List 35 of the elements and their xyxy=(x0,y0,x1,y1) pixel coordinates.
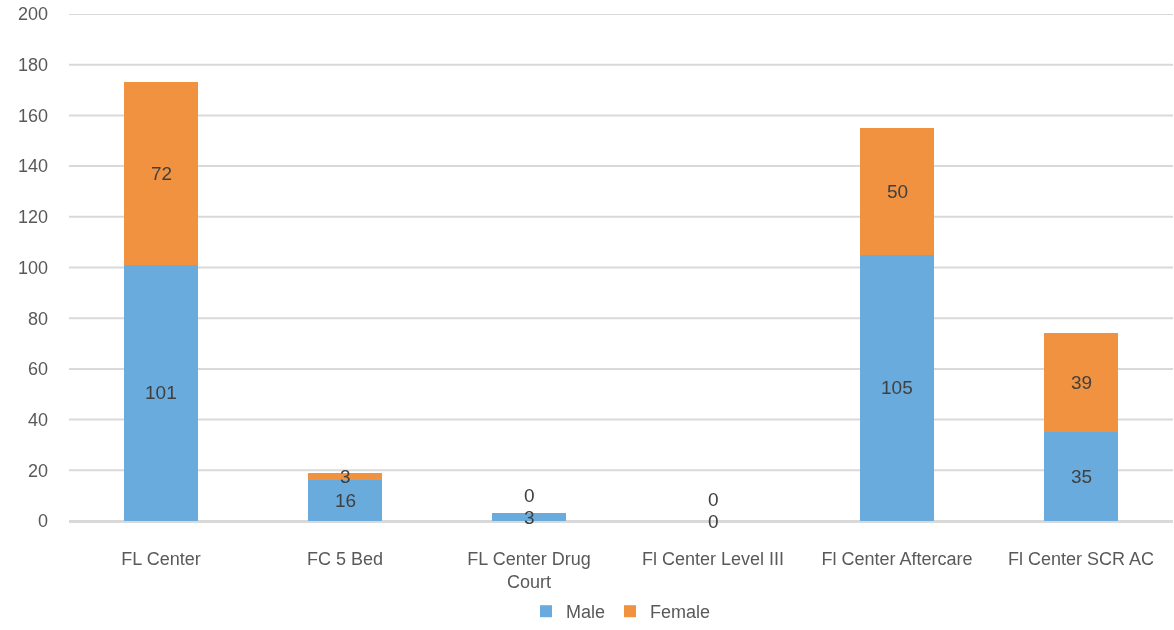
data-label: 16 xyxy=(335,490,357,511)
data-label: 0 xyxy=(708,489,719,510)
bar xyxy=(124,82,198,265)
y-tick-label: 200 xyxy=(17,4,48,25)
data-label: 39 xyxy=(1071,372,1093,393)
data-label: 101 xyxy=(145,382,177,403)
x-tick-label: Fl Center SCR AC xyxy=(1007,548,1155,569)
y-tick-label: 0 xyxy=(37,511,48,532)
data-label: 0 xyxy=(708,511,719,532)
x-tick-label: FC 5 Bed xyxy=(306,548,384,569)
legend-label: Female xyxy=(650,602,711,623)
y-tick-label: 180 xyxy=(17,55,48,75)
y-tick-label: 40 xyxy=(27,409,48,430)
y-tick-label: 20 xyxy=(27,460,48,481)
data-label: 50 xyxy=(887,181,909,202)
y-tick-label: 160 xyxy=(17,105,48,126)
y-tick-label: 140 xyxy=(17,156,48,177)
x-tick-label: Fl Center Level III xyxy=(641,548,785,569)
y-tick-label: 80 xyxy=(27,308,48,329)
y-tick-label: 60 xyxy=(27,359,48,380)
y-tick-label: 120 xyxy=(17,207,48,228)
data-label: 105 xyxy=(881,377,913,398)
x-tick-label: FL Center xyxy=(121,548,201,569)
bar xyxy=(1044,432,1118,521)
legend-label: Male xyxy=(566,602,606,623)
data-label: 72 xyxy=(151,163,173,184)
data-label: 0 xyxy=(524,485,535,506)
data-label: 35 xyxy=(1071,466,1093,487)
y-tick-label: 100 xyxy=(17,257,48,278)
bar xyxy=(860,128,934,255)
x-tick-label: Fl Center Aftercare xyxy=(821,548,973,569)
x-tick-label: FL Center Drug Court xyxy=(467,548,591,592)
bar xyxy=(124,264,198,521)
bar xyxy=(860,254,934,521)
bar xyxy=(1044,333,1118,433)
